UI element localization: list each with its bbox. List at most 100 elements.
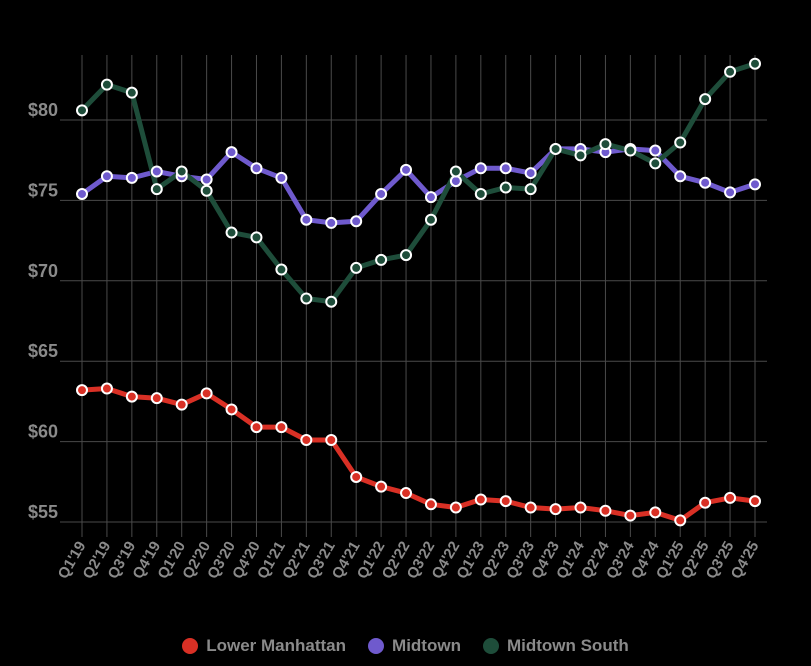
data-point — [749, 495, 761, 508]
data-point — [474, 187, 487, 200]
data-point — [300, 213, 313, 226]
data-point — [100, 170, 113, 183]
data-point — [250, 162, 263, 175]
y-tick-label: $80 — [28, 100, 58, 120]
data-point — [375, 253, 388, 266]
data-point — [300, 433, 313, 446]
legend-label: Lower Manhattan — [206, 636, 347, 655]
data-point — [100, 78, 113, 91]
data-point — [599, 504, 612, 517]
y-tick-label: $65 — [28, 341, 58, 361]
data-point — [724, 186, 737, 199]
data-point — [424, 191, 437, 204]
data-point — [499, 162, 512, 175]
y-axis-tick-labels: $55 $60 $65 $70 $75 $80 — [28, 100, 58, 522]
data-point — [549, 503, 562, 516]
series-line — [79, 146, 758, 226]
data-point — [674, 514, 687, 527]
data-point — [325, 433, 338, 446]
series-line — [79, 61, 758, 305]
legend-swatch-icon — [182, 638, 199, 654]
legend: Lower Manhattan Midtown Midtown South — [0, 636, 811, 656]
data-point — [724, 65, 737, 78]
legend-label: Midtown — [392, 636, 461, 655]
data-point — [749, 178, 761, 191]
data-point — [649, 144, 662, 157]
data-point — [350, 470, 363, 483]
data-point — [300, 292, 313, 305]
data-point — [424, 213, 437, 226]
data-point — [400, 163, 413, 176]
data-point — [674, 136, 687, 149]
data-point — [150, 165, 163, 178]
data-point — [400, 249, 413, 262]
data-point — [175, 165, 188, 178]
data-point — [624, 509, 637, 522]
data-point — [524, 501, 537, 514]
y-tick-label: $70 — [28, 261, 58, 281]
data-point — [699, 496, 712, 509]
data-point — [350, 261, 363, 274]
data-point — [674, 170, 687, 183]
data-point — [76, 187, 88, 200]
legend-label: Midtown South — [506, 636, 629, 655]
data-point — [350, 215, 363, 228]
data-point — [325, 295, 338, 308]
vertical-gridlines — [81, 55, 756, 537]
data-point — [375, 187, 388, 200]
data-point — [649, 506, 662, 519]
data-point — [250, 421, 263, 434]
data-point — [474, 162, 487, 175]
data-point — [400, 487, 413, 500]
data-point — [250, 231, 263, 244]
data-point — [599, 138, 612, 151]
data-point — [649, 157, 662, 170]
data-point — [200, 184, 213, 197]
y-tick-label: $75 — [28, 180, 58, 200]
data-point — [175, 398, 188, 411]
horizontal-gridlines — [60, 119, 767, 523]
series-line — [79, 386, 758, 523]
data-point — [499, 181, 512, 194]
data-point — [76, 384, 88, 397]
data-point — [325, 216, 338, 229]
legend-swatch-icon — [368, 638, 385, 654]
data-point — [125, 390, 138, 403]
data-point — [225, 226, 238, 239]
x-axis-tick-labels: Q1'19Q2'19Q3'19Q4'19Q1'20Q2'20Q3'20Q4'20… — [55, 538, 763, 582]
data-point — [424, 498, 437, 511]
legend-swatch-icon — [482, 638, 499, 654]
series-lines — [79, 61, 758, 523]
data-point — [449, 501, 462, 514]
data-point — [125, 171, 138, 184]
data-point — [225, 403, 238, 416]
data-point — [724, 491, 737, 504]
data-point — [125, 86, 138, 99]
legend-item: Midtown — [368, 636, 461, 656]
data-point — [524, 167, 537, 180]
data-point — [150, 392, 163, 405]
data-point — [449, 175, 462, 188]
y-tick-label: $60 — [28, 422, 58, 442]
data-point — [200, 173, 213, 186]
data-point — [275, 421, 288, 434]
data-point — [574, 501, 587, 514]
data-point — [574, 149, 587, 162]
data-point — [549, 142, 562, 155]
legend-item: Lower Manhattan — [182, 636, 346, 656]
data-point — [150, 183, 163, 196]
data-point — [225, 146, 238, 159]
legend-item: Midtown South — [482, 636, 629, 656]
data-point — [449, 165, 462, 178]
data-point — [749, 57, 761, 70]
data-point — [200, 387, 213, 400]
data-point — [275, 263, 288, 276]
data-point — [474, 493, 487, 506]
data-point — [499, 495, 512, 508]
data-point — [699, 176, 712, 189]
data-point — [524, 183, 537, 196]
y-tick-label: $55 — [28, 502, 58, 522]
data-point — [375, 480, 388, 493]
data-point — [100, 382, 113, 395]
